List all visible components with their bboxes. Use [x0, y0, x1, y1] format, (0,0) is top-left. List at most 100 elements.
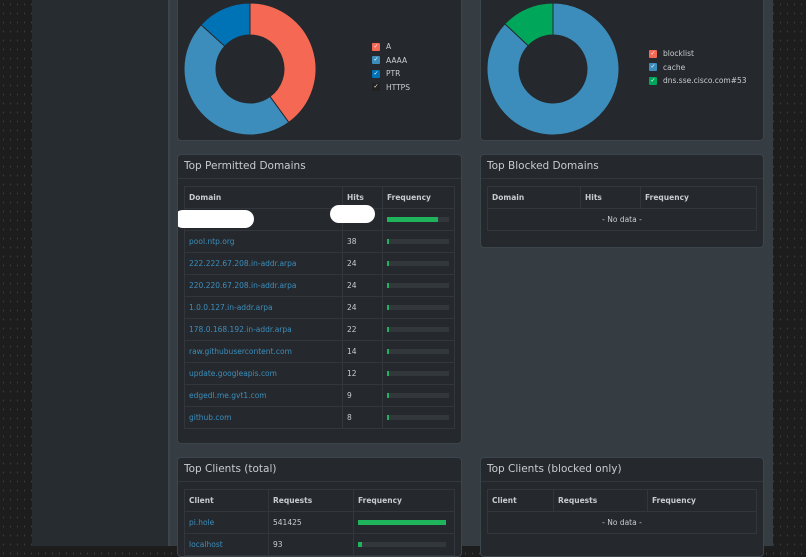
table-row: github.com 8 [184, 406, 455, 429]
hits-value: 12 [342, 362, 383, 385]
query-types-legend: ✓ A ✓ AAAA ✓ PTR ✓ HTTPS [372, 40, 410, 94]
table-row: 222.222.67.208.in-addr.arpa 24 [184, 252, 455, 275]
frequency-bar [387, 217, 449, 222]
legend-checkbox-icon[interactable]: ✓ [649, 76, 657, 85]
legend-item[interactable]: ✓ PTR [372, 67, 410, 81]
col-client: Client [487, 489, 554, 512]
hits-value: 9 [342, 384, 383, 407]
hits-value: 24 [342, 252, 383, 275]
clients-blocked-table: Client Requests Frequency - No data - [487, 489, 757, 534]
domain-link[interactable]: edgedl.me.gvt1.com [189, 391, 267, 400]
table-row: 178.0.168.192.in-addr.arpa 22 [184, 318, 455, 341]
requests-value: 541425 [268, 511, 354, 534]
permitted-table: Domain Hits Frequency pool.ntp.org 38 22… [184, 186, 455, 429]
redaction-mark [330, 205, 375, 223]
requests-value: 93 [268, 533, 354, 556]
table-row: update.googleapis.com 12 [184, 362, 455, 385]
redaction-mark [178, 210, 254, 228]
legend-label: A [386, 42, 392, 52]
hits-value: 24 [342, 296, 383, 319]
hits-value: 24 [342, 274, 383, 297]
col-hits: Hits [580, 186, 641, 209]
upstreams-legend: ✓ blocklist ✓ cache ✓ dns.sse.cisco.com#53 [649, 47, 747, 88]
legend-checkbox-icon[interactable]: ✓ [372, 42, 380, 51]
frequency-bar [387, 261, 449, 266]
col-frequency: Frequency [353, 489, 455, 512]
frequency-bar [387, 327, 449, 332]
donut-slice-ptr[interactable] [200, 2, 251, 47]
donut-slice-dns-sse-cisco-com-53[interactable] [504, 2, 554, 47]
domain-link[interactable]: 222.222.67.208.in-addr.arpa [189, 259, 297, 268]
panel-title: Top Blocked Domains [481, 155, 763, 179]
table-row: pool.ntp.org 38 [184, 230, 455, 253]
legend-checkbox-icon[interactable]: ✓ [372, 69, 380, 78]
col-requests: Requests [268, 489, 354, 512]
domain-link[interactable]: 220.220.67.208.in-addr.arpa [189, 281, 297, 290]
col-domain: Domain [487, 186, 581, 209]
frequency-bar [387, 283, 449, 288]
top-blocked-panel: Top Blocked Domains Domain Hits Frequenc… [480, 154, 764, 248]
upstreams-panel: ✓ blocklist ✓ cache ✓ dns.sse.cisco.com#53 [480, 0, 764, 141]
frequency-bar [358, 542, 446, 547]
donut-slice-a[interactable] [249, 2, 317, 124]
col-frequency: Frequency [382, 186, 455, 209]
table-row: pi.hole 541425 [184, 511, 455, 534]
donut-slice-cache[interactable] [486, 2, 620, 136]
legend-checkbox-icon[interactable]: ✓ [372, 83, 380, 92]
legend-checkbox-icon[interactable]: ✓ [649, 49, 657, 58]
legend-label: cache [663, 62, 686, 72]
legend-item[interactable]: ✓ HTTPS [372, 81, 410, 95]
legend-item[interactable]: ✓ cache [649, 61, 747, 75]
legend-checkbox-icon[interactable]: ✓ [649, 63, 657, 72]
domain-link[interactable]: github.com [189, 413, 232, 422]
col-requests: Requests [553, 489, 648, 512]
col-domain: Domain [184, 186, 343, 209]
hits-value: 8 [342, 406, 383, 429]
no-data-text: - No data - [487, 511, 757, 534]
frequency-bar [387, 415, 449, 420]
clients-table: Client Requests Frequency pi.hole 541425… [184, 489, 455, 556]
domain-link[interactable]: 1.0.0.127.in-addr.arpa [189, 303, 273, 312]
query-types-panel: ✓ A ✓ AAAA ✓ PTR ✓ HTTPS [177, 0, 462, 141]
frequency-bar [387, 371, 449, 376]
col-frequency: Frequency [647, 489, 757, 512]
panel-title: Top Permitted Domains [178, 155, 461, 179]
legend-item[interactable]: ✓ blocklist [649, 47, 747, 61]
no-data-text: - No data - [487, 208, 757, 231]
domain-link[interactable]: update.googleapis.com [189, 369, 277, 378]
hits-value: 22 [342, 318, 383, 341]
domain-link[interactable]: 178.0.168.192.in-addr.arpa [189, 325, 292, 334]
panel-title: Top Clients (total) [178, 458, 461, 482]
table-row: 220.220.67.208.in-addr.arpa 24 [184, 274, 455, 297]
client-link[interactable]: pi.hole [189, 518, 215, 527]
legend-label: dns.sse.cisco.com#53 [663, 76, 747, 86]
donut-slice-aaaa[interactable] [183, 24, 290, 136]
legend-label: PTR [386, 69, 401, 79]
legend-item[interactable]: ✓ dns.sse.cisco.com#53 [649, 74, 747, 88]
frequency-bar [387, 305, 449, 310]
table-row: 1.0.0.127.in-addr.arpa 24 [184, 296, 455, 319]
top-clients-blocked-panel: Top Clients (blocked only) Client Reques… [480, 457, 764, 557]
top-permitted-panel: Top Permitted Domains Domain Hits Freque… [177, 154, 462, 444]
client-link[interactable]: localhost [189, 540, 223, 549]
domain-link[interactable]: raw.githubusercontent.com [189, 347, 292, 356]
query-types-donut [183, 2, 317, 136]
hits-value: 38 [342, 230, 383, 253]
col-frequency: Frequency [640, 186, 757, 209]
domain-link[interactable]: pool.ntp.org [189, 237, 235, 246]
legend-label: AAAA [386, 55, 408, 65]
frequency-bar [387, 393, 449, 398]
frequency-bar [387, 239, 449, 244]
legend-label: blocklist [663, 49, 694, 59]
upstreams-donut [486, 2, 620, 136]
legend-checkbox-icon[interactable]: ✓ [372, 56, 380, 65]
legend-label: HTTPS [386, 82, 410, 92]
top-clients-panel: Top Clients (total) Client Requests Freq… [177, 457, 462, 557]
frequency-bar [387, 349, 449, 354]
legend-item[interactable]: ✓ A [372, 40, 410, 54]
sidebar [32, 0, 168, 546]
table-row: raw.githubusercontent.com 14 [184, 340, 455, 363]
legend-item[interactable]: ✓ AAAA [372, 54, 410, 68]
panel-title: Top Clients (blocked only) [481, 458, 763, 482]
blocked-table: Domain Hits Frequency - No data - [487, 186, 757, 231]
